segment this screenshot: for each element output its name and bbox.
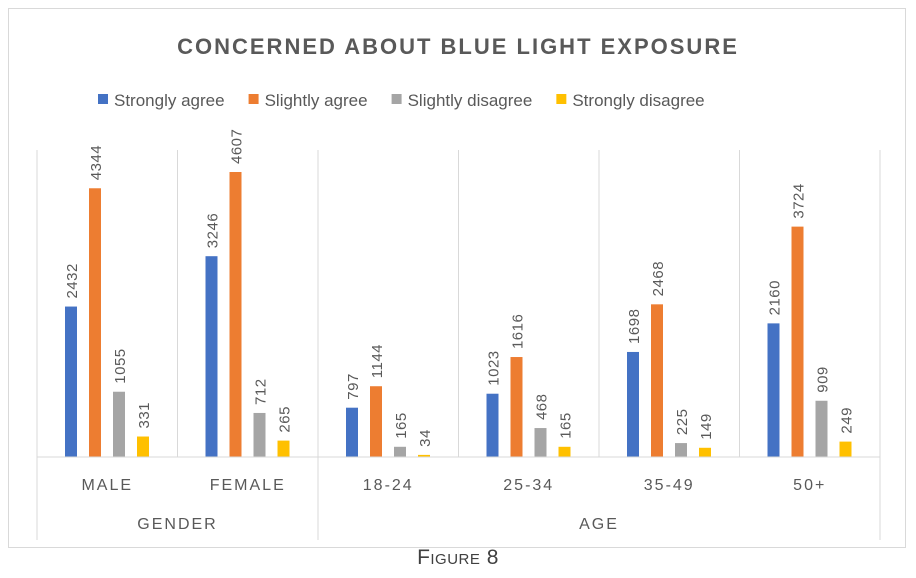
- chart-frame: [8, 8, 906, 548]
- legend-label-1: Slightly agree: [265, 91, 368, 110]
- bar-35-49-0: [627, 351, 639, 457]
- legend-swatch-0: [98, 94, 108, 104]
- bar-35-49-3: [699, 447, 711, 457]
- bar-25-34-2: [534, 428, 547, 457]
- data-label-MALE-1: 4344: [88, 145, 105, 180]
- bar-FEMALE-1: [229, 172, 242, 457]
- legend-label-0: Strongly agree: [114, 91, 225, 110]
- data-label-FEMALE-3: 265: [277, 406, 294, 433]
- bar-MALE-0: [65, 306, 77, 457]
- bar-18-24-1: [370, 386, 382, 457]
- data-label-35-49-0: 1698: [626, 309, 643, 344]
- category-label-1: FEMALE: [210, 477, 286, 494]
- category-label-3: 25-34: [503, 477, 554, 494]
- data-label-FEMALE-2: 712: [253, 378, 270, 405]
- bar-50+-2: [815, 400, 828, 457]
- category-label-4: 35-49: [644, 477, 695, 494]
- group-label-0: GENDER: [137, 516, 217, 533]
- bar-MALE-2: [113, 391, 125, 457]
- data-label-50+-3: 249: [839, 407, 856, 434]
- category-label-0: MALE: [81, 477, 133, 494]
- data-label-FEMALE-1: 4607: [229, 129, 246, 164]
- data-label-MALE-2: 1055: [112, 348, 129, 383]
- bar-50+-0: [767, 323, 780, 457]
- bar-50+-3: [839, 441, 852, 457]
- data-label-MALE-0: 2432: [64, 263, 81, 298]
- bar-18-24-3: [418, 454, 430, 457]
- bar-FEMALE-2: [253, 412, 266, 457]
- bar-35-49-2: [675, 443, 687, 457]
- bar-MALE-1: [89, 188, 101, 457]
- legend-swatch-1: [248, 94, 259, 104]
- figure-caption: Figure 8: [417, 546, 499, 569]
- data-label-FEMALE-0: 3246: [205, 213, 222, 248]
- data-label-18-24-1: 1144: [369, 344, 386, 378]
- data-label-35-49-2: 225: [674, 409, 691, 436]
- data-label-25-34-0: 1023: [486, 350, 503, 385]
- data-label-35-49-1: 2468: [650, 261, 667, 296]
- bar-18-24-2: [394, 446, 406, 457]
- bar-25-34-3: [558, 446, 571, 457]
- data-label-18-24-2: 165: [393, 412, 410, 439]
- data-label-25-34-3: 165: [558, 412, 575, 439]
- bar-FEMALE-3: [277, 440, 290, 457]
- bar-25-34-1: [510, 357, 523, 457]
- legend-label-3: Strongly disagree: [572, 91, 704, 110]
- bar-FEMALE-0: [205, 256, 218, 457]
- bar-MALE-3: [137, 436, 149, 457]
- legend-swatch-2: [391, 94, 402, 104]
- data-label-50+-2: 909: [815, 366, 832, 393]
- chart-title: CONCERNED ABOUT BLUE LIGHT EXPOSURE: [177, 34, 739, 59]
- legend-label-2: Slightly disagree: [408, 91, 533, 110]
- group-label-1: AGE: [579, 516, 619, 533]
- bar-25-34-0: [486, 393, 499, 457]
- data-label-25-34-1: 1616: [510, 314, 527, 349]
- data-label-25-34-2: 468: [534, 394, 551, 421]
- data-label-50+-1: 3724: [791, 183, 808, 218]
- bar-50+-1: [791, 226, 804, 457]
- data-label-18-24-0: 797: [345, 373, 362, 400]
- bar-35-49-1: [651, 304, 663, 457]
- data-label-MALE-3: 331: [136, 402, 153, 429]
- category-label-5: 50+: [793, 477, 826, 494]
- legend-swatch-3: [556, 94, 567, 104]
- data-label-18-24-3: 34: [417, 429, 434, 447]
- data-label-50+-0: 2160: [767, 280, 784, 315]
- bar-18-24-0: [346, 407, 358, 457]
- bar-chart: CONCERNED ABOUT BLUE LIGHT EXPOSURE Stron…: [36, 34, 881, 540]
- category-label-2: 18-24: [363, 477, 414, 494]
- data-label-35-49-3: 149: [698, 413, 715, 440]
